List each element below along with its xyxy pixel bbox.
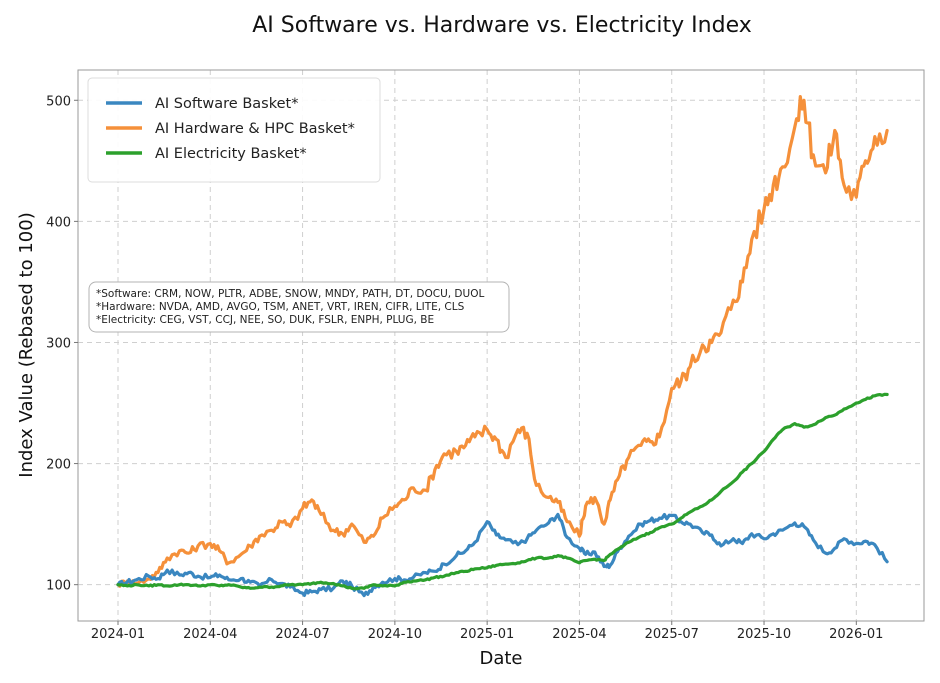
x-tick-label: 2024-01 [91,627,145,642]
ticker-annotation: *Software: CRM, NOW, PLTR, ADBE, SNOW, M… [88,281,510,333]
x-tick-label: 2024-07 [275,627,329,642]
gridlines [78,70,924,621]
annotation-software: *Software: CRM, NOW, PLTR, ADBE, SNOW, M… [96,288,484,300]
y-tick-label: 500 [46,94,71,109]
series-line-ai-hardware-hpc-basket [116,95,889,588]
series-layer [116,95,889,598]
x-tick-label: 2025-01 [460,627,514,642]
x-tick-label: 2024-10 [368,627,422,642]
y-tick-label: 100 [46,579,71,594]
y-tick-label: 300 [46,336,71,351]
y-tick-label: 200 [46,458,71,473]
annotation-hardware: *Hardware: NVDA, AMD, AVGO, TSM, ANET, V… [96,301,465,313]
y-axis-label: Index Value (Rebased to 100) [16,212,37,477]
annotation-box [88,281,510,333]
series-line-ai-software-basket [116,512,889,598]
legend: AI Software Basket* AI Hardware & HPC Bas… [87,77,381,183]
x-axis-label: Date [479,648,522,669]
x-tick-label: 2026-01 [829,627,883,642]
legend-box [87,77,381,183]
series-line-ai-electricity-basket [116,392,889,591]
legend-label: AI Electricity Basket* [155,146,307,162]
x-tick-label: 2025-04 [552,627,606,642]
x-tick-label: 2024-04 [183,627,237,642]
legend-label: AI Software Basket* [155,96,298,112]
plot-frame [77,69,925,622]
x-tick-label: 2025-07 [645,627,699,642]
x-tick-label: 2025-10 [737,627,791,642]
annotation-electricity: *Electricity: CEG, VST, CCJ, NEE, SO, DU… [96,314,434,326]
y-tick-label: 400 [46,215,71,230]
legend-label: AI Hardware & HPC Basket* [155,121,355,137]
chart-title: AI Software vs. Hardware vs. Electricity… [252,13,752,38]
tick-labels: 2024-01 2024-04 2024-07 2024-10 2025-01 2025-… [46,94,883,642]
